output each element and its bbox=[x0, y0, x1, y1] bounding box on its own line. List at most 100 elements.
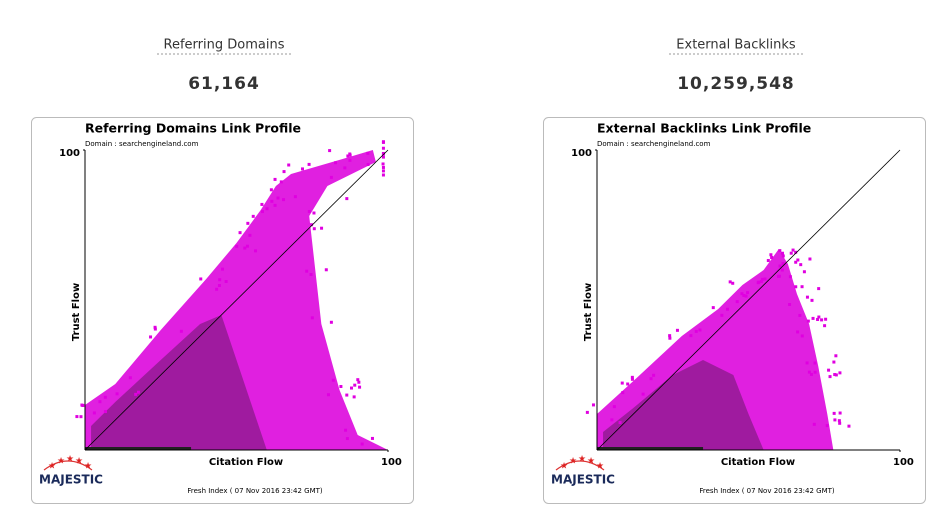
density-cell bbox=[834, 354, 838, 358]
density-cell bbox=[366, 151, 370, 155]
density-cell bbox=[760, 277, 764, 281]
y-axis-label: Trust Flow bbox=[71, 283, 82, 341]
density-cell bbox=[816, 317, 820, 321]
logo-star: ★ bbox=[75, 457, 83, 467]
density-cell bbox=[809, 372, 813, 376]
density-cell bbox=[381, 162, 385, 166]
density-cell bbox=[282, 170, 286, 174]
x-base-band bbox=[597, 447, 704, 450]
chart-domain: Domain : searchengineland.com bbox=[597, 140, 711, 148]
density-cell bbox=[245, 244, 249, 248]
density-cell bbox=[652, 373, 656, 377]
density-cell bbox=[813, 370, 817, 374]
density-cell bbox=[689, 334, 693, 338]
density-cell bbox=[136, 390, 140, 394]
density-cell bbox=[248, 233, 252, 237]
density-cell bbox=[334, 161, 338, 165]
density-cell bbox=[381, 169, 385, 173]
density-cell bbox=[817, 315, 821, 319]
density-cell bbox=[329, 175, 333, 179]
logo-star: ★ bbox=[48, 462, 56, 472]
density-cell bbox=[346, 154, 350, 158]
density-cell bbox=[759, 279, 763, 283]
density-cell bbox=[630, 377, 634, 381]
density-cell bbox=[357, 380, 361, 384]
density-cell bbox=[352, 395, 356, 399]
logo-star: ★ bbox=[560, 462, 568, 472]
logo-star: ★ bbox=[587, 457, 595, 467]
logo-star: ★ bbox=[596, 462, 604, 472]
density-cell bbox=[694, 329, 698, 333]
density-cell bbox=[324, 268, 328, 272]
density-cell bbox=[802, 270, 806, 274]
density-cell bbox=[812, 422, 816, 426]
density-cell bbox=[282, 198, 286, 202]
density-cell bbox=[320, 226, 324, 230]
x-axis-label: Citation Flow bbox=[721, 457, 795, 468]
density-cell bbox=[820, 318, 824, 322]
density-cell bbox=[326, 393, 330, 397]
density-cell bbox=[621, 391, 625, 395]
density-cell bbox=[312, 227, 316, 231]
density-cell bbox=[837, 419, 841, 423]
density-cell bbox=[381, 146, 385, 150]
stat-heading: Referring Domains bbox=[164, 38, 285, 53]
density-cell bbox=[307, 162, 311, 166]
density-cell bbox=[731, 281, 735, 285]
density-cell bbox=[725, 307, 729, 311]
density-cell bbox=[720, 313, 724, 317]
density-cell bbox=[287, 163, 291, 167]
density-cell bbox=[618, 421, 622, 425]
density-cell bbox=[794, 250, 798, 254]
density-cell bbox=[788, 275, 792, 279]
density-cell bbox=[825, 424, 829, 428]
density-cell bbox=[813, 361, 817, 365]
density-cell bbox=[794, 260, 798, 264]
density-cell bbox=[728, 280, 732, 284]
density-cell bbox=[276, 196, 280, 200]
density-cell bbox=[92, 411, 96, 415]
density-cell bbox=[834, 373, 838, 377]
density-cell bbox=[312, 211, 316, 215]
density-cell bbox=[329, 320, 333, 324]
density-cell bbox=[591, 403, 595, 407]
density-cell bbox=[744, 294, 748, 298]
density-cell bbox=[817, 287, 821, 291]
density-cell bbox=[808, 257, 812, 261]
density-cell bbox=[805, 295, 809, 299]
density-cell bbox=[75, 415, 79, 419]
density-cell bbox=[348, 153, 352, 157]
density-cell bbox=[98, 400, 102, 404]
density-cell bbox=[381, 155, 385, 159]
stat-heading: External Backlinks bbox=[676, 38, 796, 53]
density-cell bbox=[649, 377, 653, 381]
density-cell bbox=[215, 287, 219, 291]
density-cell bbox=[331, 378, 335, 382]
x-axis-label: Citation Flow bbox=[209, 457, 283, 468]
density-cell bbox=[711, 306, 715, 310]
density-core bbox=[603, 360, 764, 450]
density-cell bbox=[345, 197, 349, 201]
density-cell bbox=[811, 316, 815, 320]
density-cell bbox=[742, 293, 746, 297]
density-cell bbox=[115, 392, 119, 396]
density-cell bbox=[769, 253, 773, 257]
density-cell bbox=[780, 251, 784, 255]
density-cell bbox=[305, 269, 309, 273]
density-cell bbox=[823, 324, 827, 328]
density-cell bbox=[381, 152, 385, 156]
density-cell bbox=[833, 418, 837, 422]
y-tick-label: 100 bbox=[571, 148, 592, 159]
density-cell bbox=[799, 263, 803, 267]
density-cell bbox=[827, 368, 831, 372]
density-cell bbox=[270, 199, 274, 203]
density-cell bbox=[370, 436, 374, 440]
density-cell bbox=[832, 360, 836, 364]
density-cell bbox=[381, 140, 385, 144]
stat-value: 61,164 bbox=[188, 74, 260, 94]
logo-text: MAJESTIC bbox=[551, 473, 615, 487]
density-cell bbox=[153, 327, 157, 331]
density-cell bbox=[805, 361, 809, 365]
density-cell bbox=[273, 203, 277, 207]
